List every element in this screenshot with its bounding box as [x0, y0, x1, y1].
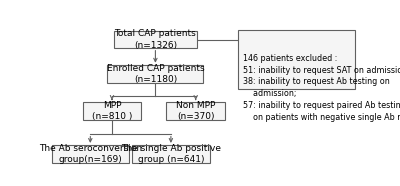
Text: The Ab seroconversion
group(n=169): The Ab seroconversion group(n=169)	[39, 144, 142, 164]
FancyBboxPatch shape	[52, 145, 129, 163]
FancyBboxPatch shape	[114, 31, 197, 49]
Text: MPP
(n=810 ): MPP (n=810 )	[92, 101, 132, 121]
Text: The single Ab positive
group (n=641): The single Ab positive group (n=641)	[121, 144, 221, 164]
Text: Enrolled CAP patients
(n=1180): Enrolled CAP patients (n=1180)	[106, 64, 204, 84]
Text: 146 patients excluded :
51: inability to request SAT on admission;
38: inability: 146 patients excluded : 51: inability to…	[243, 54, 400, 122]
Text: Total CAP patients
(n=1326): Total CAP patients (n=1326)	[114, 29, 196, 49]
FancyBboxPatch shape	[107, 65, 204, 83]
FancyBboxPatch shape	[166, 102, 225, 120]
FancyBboxPatch shape	[132, 145, 210, 163]
FancyBboxPatch shape	[238, 30, 355, 89]
Text: Non MPP
(n=370): Non MPP (n=370)	[176, 101, 215, 121]
FancyBboxPatch shape	[82, 102, 142, 120]
